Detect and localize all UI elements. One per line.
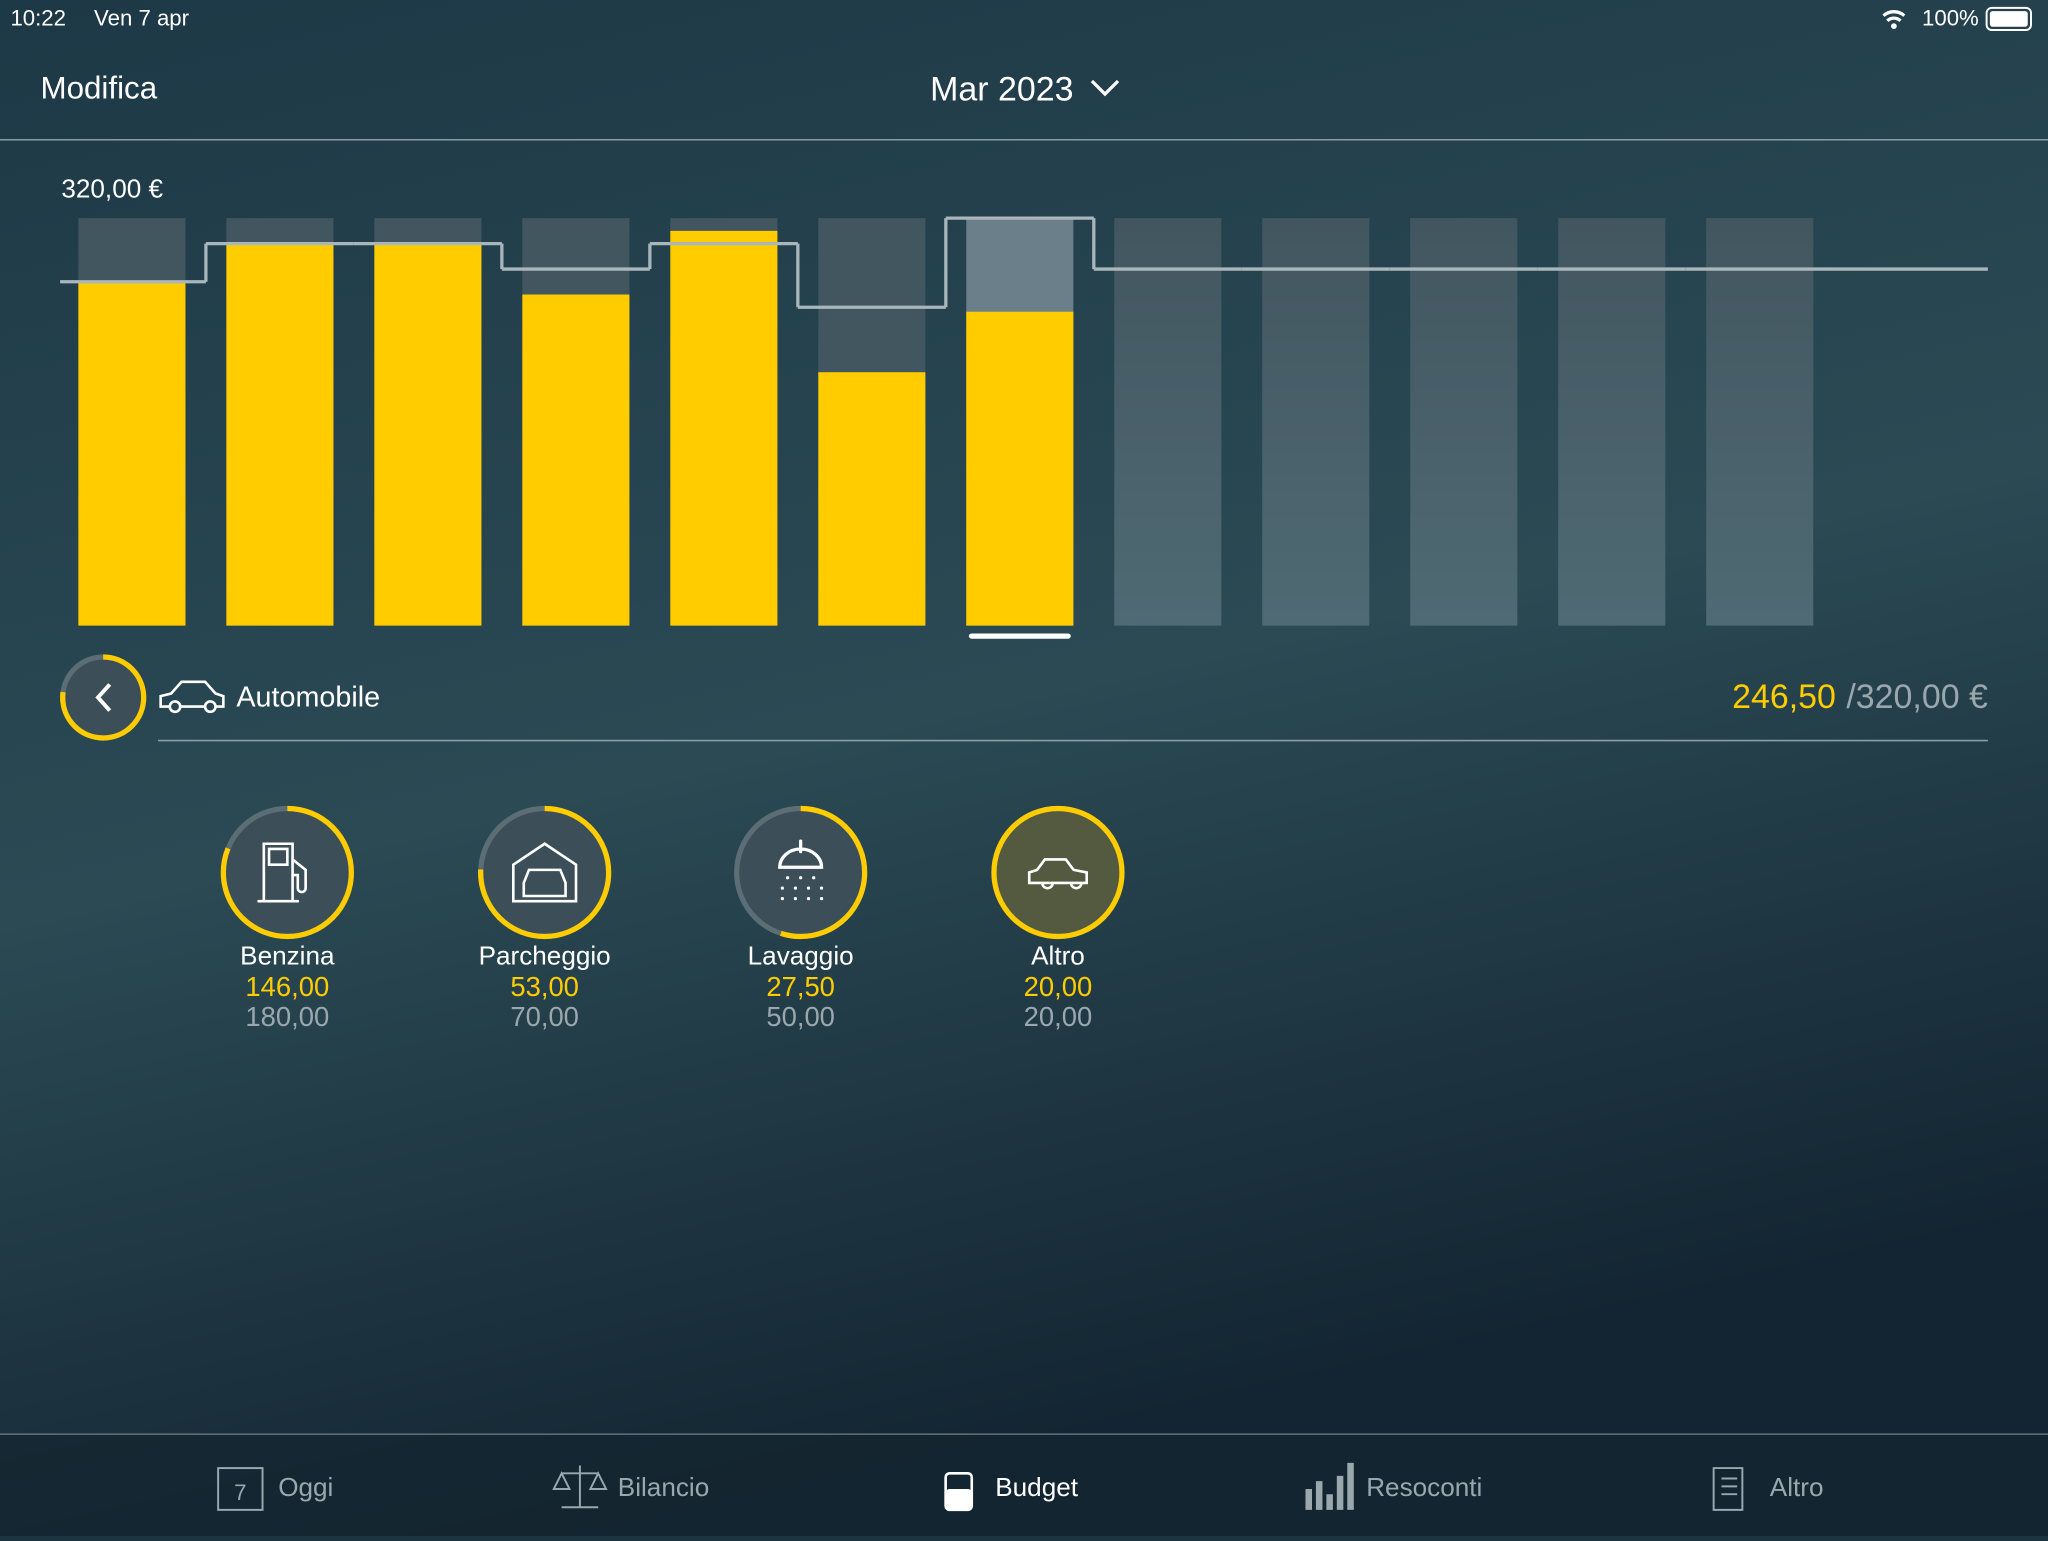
spent-bar[interactable]: [966, 311, 1074, 626]
selected-indicator: [968, 633, 1071, 639]
status-date: Ven 7 apr: [94, 5, 190, 30]
tab-label: Altro: [1770, 1472, 1824, 1502]
subcategory-spent: 146,00: [245, 971, 329, 1002]
tab-label: Budget: [995, 1472, 1078, 1502]
back-chevron: [95, 683, 112, 712]
tab-oggi[interactable]: 7 Oggi: [217, 1467, 333, 1511]
spent-bar[interactable]: [78, 281, 186, 626]
subcategory-budget: 50,00: [766, 1001, 835, 1032]
back-circle: [64, 658, 143, 737]
spent-bar[interactable]: [374, 243, 482, 626]
tab-altro[interactable]: Altro: [1712, 1467, 1824, 1511]
subcategory-name: Altro: [1031, 940, 1085, 970]
tab-icon: [1712, 1467, 1744, 1511]
subcategory-bg: [480, 808, 609, 937]
subcategory-icon: [778, 839, 824, 901]
tab-icon: [552, 1465, 608, 1509]
spent-bar[interactable]: [670, 230, 778, 626]
budget-chart: 320,00 €: [60, 174, 1988, 639]
subcategory-icon: [511, 842, 578, 903]
ring-progress: [478, 805, 612, 940]
tab-icon: [217, 1467, 264, 1511]
subcategory-name: Lavaggio: [748, 940, 854, 970]
month-column[interactable]: [1706, 218, 1814, 626]
ring-progress: [220, 805, 354, 940]
subcategory-spent: 27,50: [766, 971, 835, 1002]
month-column[interactable]: [1114, 218, 1222, 626]
category-name: Automobile: [236, 681, 380, 713]
wifi-icon: [1891, 23, 1897, 29]
category-spent: 246,50: [1732, 678, 1836, 716]
y-tick-label: 320,00 €: [61, 174, 163, 204]
category-amounts: 246,50/320,00 €: [1732, 678, 1988, 716]
subcategory-bg: [993, 808, 1122, 937]
tab-label: Oggi: [278, 1472, 333, 1502]
subcategory-bg: [223, 808, 352, 937]
tab-icon-text: 7: [234, 1480, 246, 1505]
subcategory-budget: 20,00: [1024, 1001, 1093, 1032]
tab-icon: [1305, 1462, 1354, 1510]
edit-button[interactable]: Modifica: [40, 70, 157, 105]
period-selector[interactable]: Mar 2023: [930, 70, 1073, 108]
subcategory-spent: 53,00: [510, 971, 579, 1002]
ring-progress: [60, 654, 147, 741]
battery-icon: [1989, 11, 2028, 27]
tab-icon: [945, 1488, 972, 1510]
tab-resoconti[interactable]: Resoconti: [1305, 1462, 1483, 1510]
period-chevron[interactable]: [1090, 79, 1120, 97]
tab-label: Bilancio: [618, 1472, 709, 1502]
subcategory-budget: 70,00: [510, 1001, 579, 1032]
subcategory-spent: 20,00: [1024, 971, 1093, 1002]
subcategory-bg: [736, 808, 865, 937]
wifi-icon: [1882, 10, 1906, 23]
subcategory-budget: 180,00: [245, 1001, 329, 1032]
subcategory-name: Parcheggio: [479, 940, 611, 970]
month-column[interactable]: [1410, 218, 1518, 626]
subcategory-name: Benzina: [240, 940, 335, 970]
battery-text: 100%: [1922, 5, 1979, 30]
subcategory-icon: [257, 842, 307, 903]
tab-budget[interactable]: Budget: [944, 1472, 1079, 1512]
ring-progress: [991, 805, 1125, 940]
tab-bar: [0, 1434, 2048, 1536]
spent-bar[interactable]: [522, 294, 630, 626]
car-icon: [159, 680, 225, 714]
month-column[interactable]: [1558, 218, 1666, 626]
status-time: 10:22: [10, 5, 66, 30]
ring-progress: [734, 805, 868, 940]
month-column[interactable]: [1262, 218, 1370, 626]
tab-label: Resoconti: [1366, 1472, 1482, 1502]
back-button[interactable]: [64, 658, 143, 737]
spent-bar[interactable]: [226, 243, 334, 626]
tab-bilancio[interactable]: Bilancio: [552, 1465, 709, 1509]
battery-icon: [1985, 6, 2032, 32]
subcategory-icon: [1027, 858, 1088, 890]
category-budget: /320,00 €: [1846, 678, 1988, 716]
spent-bar[interactable]: [818, 372, 926, 626]
